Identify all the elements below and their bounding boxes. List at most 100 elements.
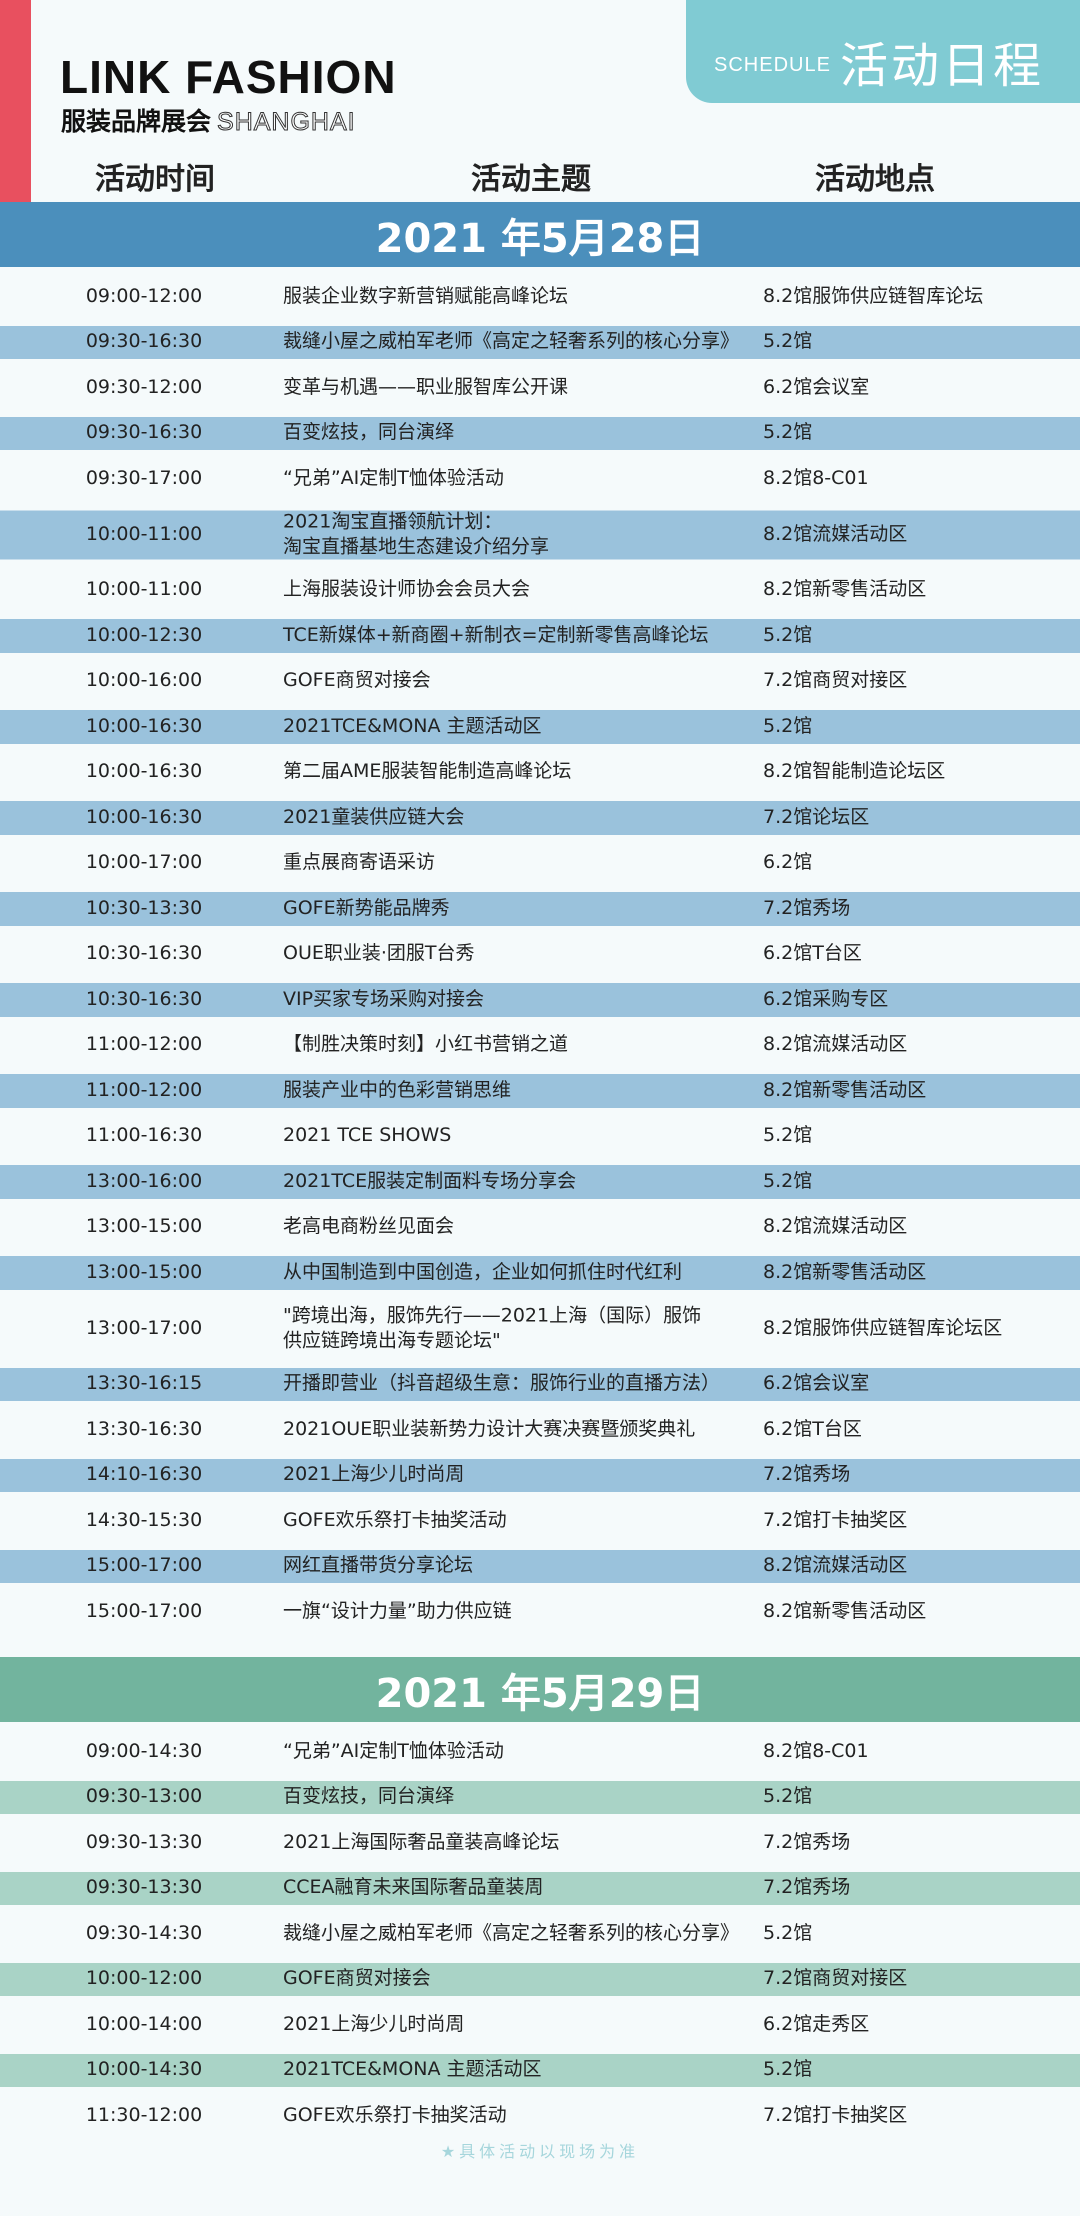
time: 09:00-14:30 bbox=[85, 1739, 203, 1762]
location: 6.2馆T台区 bbox=[763, 942, 862, 965]
topic: 2021 TCE SHOWS bbox=[283, 1124, 452, 1147]
time: 15:00-17:00 bbox=[85, 1599, 203, 1622]
location: 5.2馆 bbox=[763, 714, 813, 737]
schedule-row: 10:00-11:00 上海服装设计师协会会员大会 8.2馆新零售活动区 bbox=[0, 568, 1080, 614]
location: 5.2馆 bbox=[763, 1124, 813, 1147]
time: 10:00-12:00 bbox=[85, 1967, 203, 1990]
time: 09:30-13:30 bbox=[85, 1876, 203, 1899]
time: 09:30-13:30 bbox=[85, 1830, 203, 1853]
location: 6.2馆 bbox=[763, 851, 813, 874]
topic: 服装企业数字新营销赋能高峰论坛 bbox=[283, 284, 569, 307]
location: 8.2馆新零售活动区 bbox=[763, 1599, 927, 1622]
location: 8.2馆流媒活动区 bbox=[763, 1554, 908, 1577]
topic: 变革与机遇——职业服智库公开课 bbox=[283, 375, 569, 398]
location: 7.2馆打卡抽奖区 bbox=[763, 1508, 908, 1531]
topic: 第二届AME服装智能制造高峰论坛 bbox=[283, 760, 572, 783]
topic: 裁缝小屋之威柏军老师《高定之轻奢系列的核心分享》 bbox=[283, 1921, 740, 1944]
day-header: 2021 年5月28日 bbox=[0, 202, 1080, 267]
schedule-row: 13:00-15:00 老高电商粉丝见面会 8.2馆流媒活动区 bbox=[0, 1205, 1080, 1251]
time: 10:00-11:00 bbox=[85, 578, 203, 601]
location: 5.2馆 bbox=[763, 421, 813, 444]
schedule-row: 14:10-16:30 2021上海少儿时尚周 7.2馆秀场 bbox=[0, 1452, 1080, 1498]
time: 10:00-16:30 bbox=[85, 714, 203, 737]
time: 09:30-16:30 bbox=[85, 421, 203, 444]
time: 09:00-12:00 bbox=[85, 284, 203, 307]
schedule-row: 14:30-15:30 GOFE欢乐祭打卡抽奖活动 7.2馆打卡抽奖区 bbox=[0, 1498, 1080, 1544]
topic: 2021OUE职业装新势力设计大赛决赛暨颁奖典礼 bbox=[283, 1417, 696, 1440]
location: 8.2馆流媒活动区 bbox=[763, 1033, 908, 1056]
location: 8.2馆服饰供应链智库论坛区 bbox=[763, 1316, 1003, 1339]
topic: 百变炫技，同台演绎 bbox=[283, 1785, 455, 1808]
time: 14:10-16:30 bbox=[85, 1463, 203, 1486]
location: 7.2馆秀场 bbox=[763, 896, 851, 919]
topic: "跨境出海，服饰先行——2021上海（国际）服饰 供应链跨境出海专题论坛" bbox=[283, 1303, 702, 1352]
schedule-row: 11:30-12:00 GOFE欢乐祭打卡抽奖活动 7.2馆打卡抽奖区 bbox=[0, 2093, 1080, 2139]
location: 5.2馆 bbox=[763, 1169, 813, 1192]
column-header: 活动时间 bbox=[95, 162, 215, 197]
time: 13:00-15:00 bbox=[85, 1215, 203, 1238]
topic: 2021童装供应链大会 bbox=[283, 805, 465, 828]
time: 11:00-12:00 bbox=[85, 1033, 203, 1056]
topic: 2021上海少儿时尚周 bbox=[283, 1463, 465, 1486]
location: 8.2馆新零售活动区 bbox=[763, 1260, 927, 1283]
schedule-row: 10:00-16:30 2021TCE&MONA 主题活动区 5.2馆 bbox=[0, 704, 1080, 750]
accent-bar bbox=[0, 0, 31, 202]
schedule-row: 10:00-11:00 2021淘宝直播领航计划： 淘宝直播基地生态建设介绍分享 8… bbox=[0, 501, 1080, 568]
topic: 老高电商粉丝见面会 bbox=[283, 1215, 455, 1238]
location: 5.2馆 bbox=[763, 623, 813, 646]
topic: 网红直播带货分享论坛 bbox=[283, 1554, 474, 1577]
time: 10:00-16:30 bbox=[85, 760, 203, 783]
time: 10:30-16:30 bbox=[85, 987, 203, 1010]
schedule-row: 09:30-13:30 2021上海国际奢品童装高峰论坛 7.2馆秀场 bbox=[0, 1820, 1080, 1866]
location: 8.2馆智能制造论坛区 bbox=[763, 760, 946, 783]
time: 11:30-12:00 bbox=[85, 2103, 203, 2126]
location: 7.2馆论坛区 bbox=[763, 805, 870, 828]
schedule-row: 09:30-13:30 CCEA融育未来国际奢品童装周 7.2馆秀场 bbox=[0, 1865, 1080, 1911]
schedule-row: 13:00-15:00 从中国制造到中国创造，企业如何抓住时代红利 8.2馆新零售活… bbox=[0, 1250, 1080, 1296]
location: 8.2馆服饰供应链智库论坛 bbox=[763, 284, 984, 307]
location: 7.2馆秀场 bbox=[763, 1876, 851, 1899]
schedule-tab bbox=[686, 0, 1080, 103]
topic: GOFE新势能品牌秀 bbox=[283, 896, 450, 919]
topic: GOFE欢乐祭打卡抽奖活动 bbox=[283, 1508, 507, 1531]
schedule-row: 13:30-16:15 开播即营业（抖音超级生意：服饰行业的直播方法） 6.2馆会议… bbox=[0, 1361, 1080, 1407]
time: 13:00-15:00 bbox=[85, 1260, 203, 1283]
schedule-row: 13:00-16:00 2021TCE服装定制面料专场分享会 5.2馆 bbox=[0, 1159, 1080, 1205]
topic: 2021上海少儿时尚周 bbox=[283, 2012, 465, 2035]
location: 8.2馆新零售活动区 bbox=[763, 1078, 927, 1101]
schedule-row: 10:00-12:30 TCE新媒体+新商圈+新制衣=定制新零售高峰论坛 5.2馆 bbox=[0, 613, 1080, 659]
location: 8.2馆8-C01 bbox=[763, 466, 869, 489]
schedule-row: 10:00-14:30 2021TCE&MONA 主题活动区 5.2馆 bbox=[0, 2047, 1080, 2093]
location: 7.2馆秀场 bbox=[763, 1830, 851, 1853]
time: 10:00-14:00 bbox=[85, 2012, 203, 2035]
location: 5.2馆 bbox=[763, 2058, 813, 2081]
time: 13:00-17:00 bbox=[85, 1316, 203, 1339]
schedule-row: 10:30-16:30 VIP买家专场采购对接会 6.2馆采购专区 bbox=[0, 977, 1080, 1023]
schedule-row: 13:30-16:30 2021OUE职业装新势力设计大赛决赛暨颁奖典礼 6.2馆T… bbox=[0, 1407, 1080, 1453]
topic: 2021淘宝直播领航计划： 淘宝直播基地生态建设介绍分享 bbox=[283, 509, 550, 558]
schedule-row: 10:00-16:30 2021童装供应链大会 7.2馆论坛区 bbox=[0, 795, 1080, 841]
schedule-row: 09:30-12:00 变革与机遇——职业服智库公开课 6.2馆会议室 bbox=[0, 365, 1080, 411]
schedule-row: 09:30-16:30 百变炫技，同台演绎 5.2馆 bbox=[0, 410, 1080, 456]
location: 6.2馆采购专区 bbox=[763, 987, 889, 1010]
time: 13:30-16:30 bbox=[85, 1417, 203, 1440]
topic: 上海服装设计师协会会员大会 bbox=[283, 578, 531, 601]
topic: TCE新媒体+新商圈+新制衣=定制新零售高峰论坛 bbox=[283, 623, 709, 646]
schedule-row: 11:00-12:00 服装产业中的色彩营销思维 8.2馆新零售活动区 bbox=[0, 1068, 1080, 1114]
topic: 2021上海国际奢品童装高峰论坛 bbox=[283, 1830, 560, 1853]
location: 7.2馆商贸对接区 bbox=[763, 669, 908, 692]
location: 7.2馆商贸对接区 bbox=[763, 1967, 908, 1990]
schedule-cn: 活动日程 bbox=[840, 38, 1045, 94]
time: 11:00-16:30 bbox=[85, 1124, 203, 1147]
location: 7.2馆秀场 bbox=[763, 1463, 851, 1486]
schedule-row: 09:00-12:00 服装企业数字新营销赋能高峰论坛 8.2馆服饰供应链智库论坛 bbox=[0, 274, 1080, 320]
time: 15:00-17:00 bbox=[85, 1554, 203, 1577]
time: 10:00-14:30 bbox=[85, 2058, 203, 2081]
location: 8.2馆流媒活动区 bbox=[763, 1215, 908, 1238]
logo-sub-en: SHANGHAI bbox=[217, 108, 356, 137]
schedule-row: 09:30-16:30 裁缝小屋之威柏军老师《高定之轻奢系列的核心分享》 5.2馆 bbox=[0, 319, 1080, 365]
time: 10:00-11:00 bbox=[85, 522, 203, 545]
schedule-row: 09:30-13:00 百变炫技，同台演绎 5.2馆 bbox=[0, 1774, 1080, 1820]
schedule-table: 09:00-12:00 服装企业数字新营销赋能高峰论坛 8.2馆服饰供应链智库论坛 0… bbox=[0, 274, 1080, 1635]
